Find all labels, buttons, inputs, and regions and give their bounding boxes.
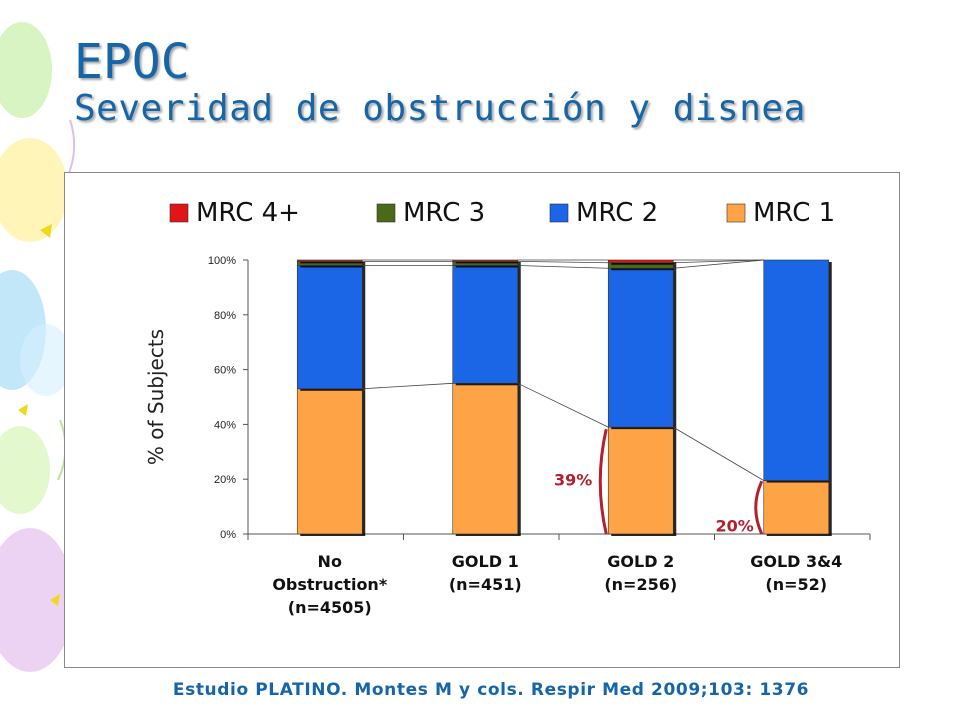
bar-segment-mrc-2 xyxy=(607,267,674,428)
annotation-bracket xyxy=(598,428,608,535)
x-category-label: (n=4505) xyxy=(288,598,372,617)
bar-segment-mrc-1 xyxy=(763,480,830,535)
y-tick-label: 100% xyxy=(208,255,236,267)
series-line xyxy=(517,260,609,264)
y-tick-label: 60% xyxy=(214,365,236,377)
bar-segment-mrc-3 xyxy=(452,261,519,266)
bar-segment-mrc-4- xyxy=(607,259,674,264)
series-line xyxy=(517,382,609,428)
bar-segment-mrc-2 xyxy=(296,265,363,390)
annotation-label: 20% xyxy=(715,517,753,536)
bar-segment-mrc-4- xyxy=(452,259,519,262)
series-line xyxy=(673,259,764,269)
x-category-label: GOLD 1 xyxy=(452,552,519,571)
chart-panel: 0% 20% 40% 60% 80% 100% % of Subjects MRC 4+ MRC… xyxy=(64,172,900,668)
bar-segment-mrc-4- xyxy=(296,259,363,262)
bar-segment-mrc-2 xyxy=(763,259,830,481)
legend-label: MRC 1 xyxy=(753,198,835,228)
legend-label: MRC 4+ xyxy=(196,198,300,228)
bar-segment-mrc-1 xyxy=(296,388,363,535)
bar-shadow xyxy=(611,262,677,265)
stacked-bar-chart: 0% 20% 40% 60% 80% 100% % of Subjects MRC 4+ MRC… xyxy=(144,198,871,617)
series-line xyxy=(673,426,764,481)
x-category-label: (n=256) xyxy=(604,575,677,594)
annotation-label: 39% xyxy=(554,471,592,490)
slide-title: EPOC xyxy=(74,34,190,90)
y-axis-title: % of Subjects xyxy=(144,329,168,465)
bar-segment-mrc-3 xyxy=(296,261,363,266)
bar-shadow xyxy=(300,262,366,264)
citation-footer: Estudio PLATINO. Montes M y cols. Respir… xyxy=(172,680,810,700)
decorative-balloons xyxy=(0,22,88,672)
legend-label: MRC 2 xyxy=(576,198,658,228)
bar-shadow xyxy=(455,262,521,264)
x-category-label: GOLD 2 xyxy=(607,552,674,571)
x-category-label: (n=52) xyxy=(765,575,827,594)
title-block: EPOC Severidad de obstrucción y disnea xyxy=(74,36,806,130)
y-tick-label: 40% xyxy=(214,419,236,431)
bar-segment-mrc-1 xyxy=(607,426,674,535)
bar-segment-mrc-2 xyxy=(452,265,519,384)
series-line xyxy=(517,265,609,269)
annotation-bracket xyxy=(754,480,764,535)
y-tick-label: 0% xyxy=(220,529,236,541)
x-category-label: Obstruction* xyxy=(272,575,388,594)
series-line xyxy=(362,382,453,390)
x-category-label: (n=451) xyxy=(449,575,522,594)
x-category-label: No xyxy=(318,552,342,571)
slide-subtitle: Severidad de obstrucción y disnea xyxy=(74,88,806,129)
legend-swatch xyxy=(169,203,189,223)
series-line xyxy=(673,259,764,264)
bar-segment-mrc-1 xyxy=(452,383,519,535)
legend-swatch xyxy=(726,203,746,223)
legend-swatch xyxy=(376,203,396,223)
legend-label: MRC 3 xyxy=(403,198,485,228)
x-category-label: GOLD 3&4 xyxy=(750,552,842,571)
legend-swatch xyxy=(549,203,569,223)
y-tick-label: 20% xyxy=(214,474,236,486)
y-tick-label: 80% xyxy=(214,310,236,322)
